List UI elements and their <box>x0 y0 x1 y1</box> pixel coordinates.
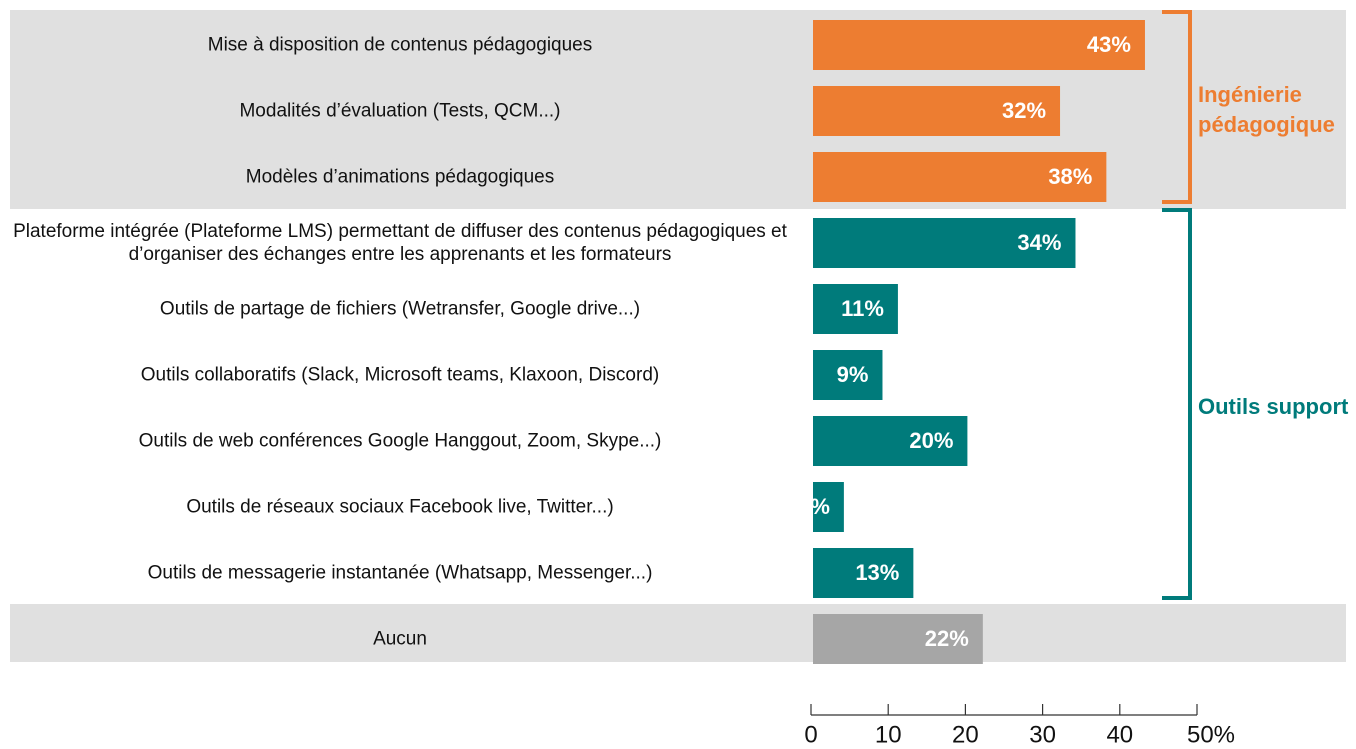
value-label: 43% <box>1087 32 1131 57</box>
category-label: Aucun <box>373 628 427 650</box>
x-tick-label: 40 <box>1106 721 1133 748</box>
category-label: Plateforme intégrée (Plateforme LMS) per… <box>13 221 787 265</box>
bar <box>813 350 883 400</box>
category-label: Outils de réseaux sociaux Facebook live,… <box>186 496 614 518</box>
value-label: 13% <box>855 560 899 585</box>
x-tick-label: 30 <box>1029 721 1056 748</box>
value-label: 32% <box>1002 98 1046 123</box>
value-label: 11% <box>841 296 884 321</box>
value-label: 20% <box>909 428 953 453</box>
value-label: 38% <box>1048 164 1092 189</box>
bar <box>813 152 1107 202</box>
x-tick-label: 0 <box>804 721 817 748</box>
bar <box>813 284 898 334</box>
category-label: Outils collaboratifs (Slack, Microsoft t… <box>140 364 660 386</box>
category-label: Modalités d’évaluation (Tests, QCM...) <box>239 100 561 122</box>
category-label: Mise à disposition de contenus pédagogiq… <box>207 34 593 56</box>
value-label: 4% <box>798 494 830 519</box>
group-label: Ingénierie pédagogique <box>1198 82 1335 137</box>
bar <box>813 20 1145 70</box>
x-tick-label: 50% <box>1187 721 1235 748</box>
value-label: 34% <box>1017 230 1061 255</box>
bar <box>813 416 968 466</box>
category-label: Outils de messagerie instantanée (Whatsa… <box>147 562 653 584</box>
bar <box>813 548 914 598</box>
bar <box>813 86 1061 136</box>
category-label: Outils de partage de fichiers (Wetransfe… <box>159 298 641 320</box>
group-bracket <box>1162 10 1192 204</box>
category-label: Outils de web conférences Google Hanggou… <box>138 430 662 452</box>
row-band <box>10 604 1346 662</box>
bar <box>813 614 983 664</box>
bar <box>813 218 1076 268</box>
value-label: 22% <box>925 626 969 651</box>
category-label: Modèles d’animations pédagogiques <box>245 166 555 188</box>
group-label: Outils support <box>1198 394 1349 419</box>
value-label: 9% <box>837 362 869 387</box>
group-bracket <box>1162 208 1192 600</box>
x-tick-label: 20 <box>952 721 979 748</box>
x-tick-label: 10 <box>875 721 902 748</box>
bar <box>813 482 844 532</box>
